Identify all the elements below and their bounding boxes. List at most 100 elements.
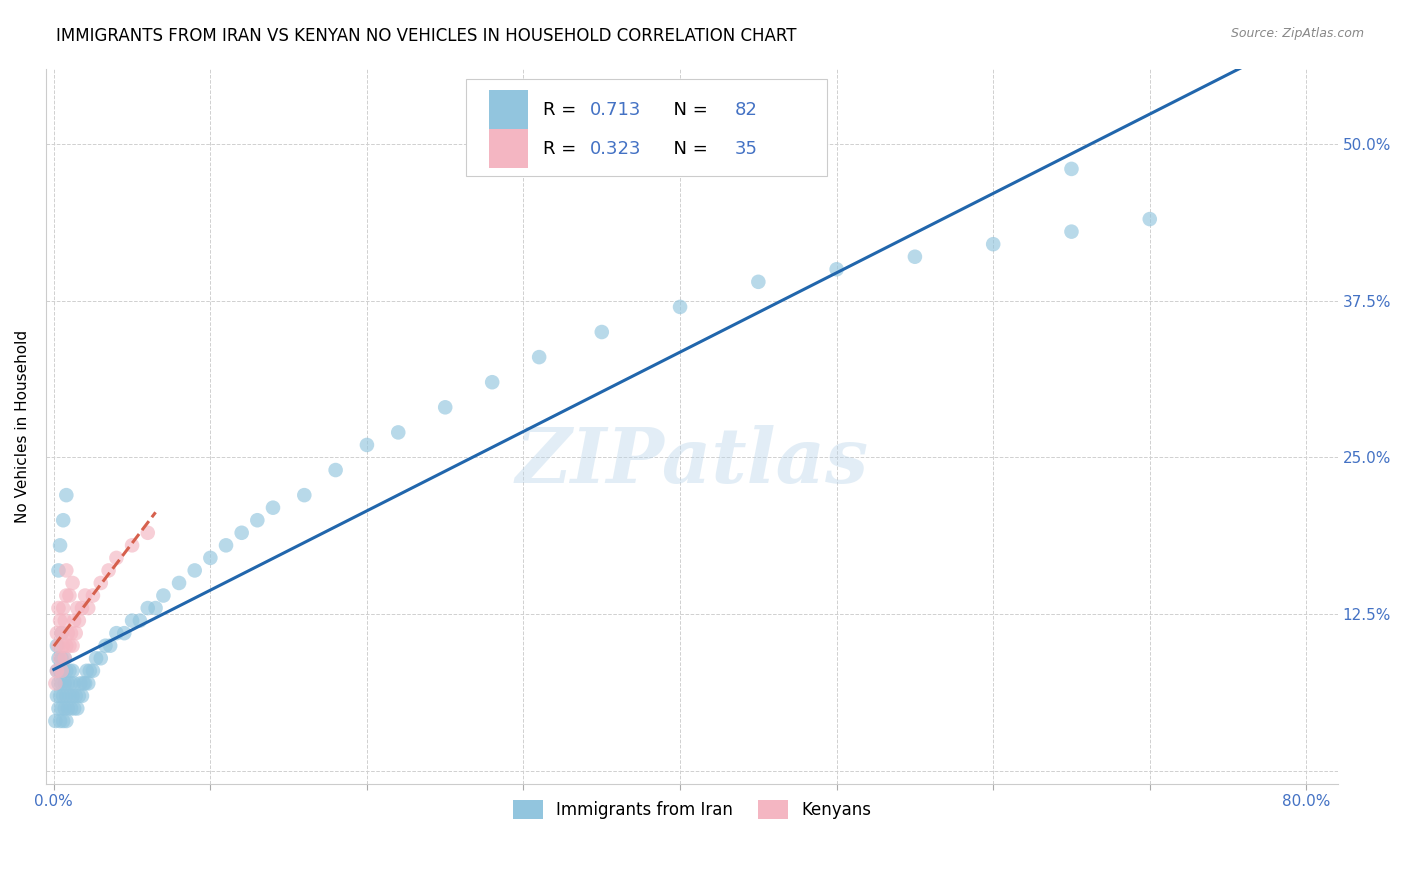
Point — [904, 250, 927, 264]
Legend: Immigrants from Iran, Kenyans: Immigrants from Iran, Kenyans — [506, 793, 877, 825]
Text: 82: 82 — [734, 101, 758, 120]
Point — [63, 701, 86, 715]
Point — [53, 614, 76, 628]
Point — [63, 614, 86, 628]
Point — [56, 676, 79, 690]
Point — [77, 676, 100, 690]
Point — [45, 626, 67, 640]
Point — [77, 601, 100, 615]
Point — [44, 714, 66, 728]
Point — [70, 689, 93, 703]
Point — [51, 664, 73, 678]
Text: N =: N = — [662, 140, 714, 158]
Point — [356, 438, 378, 452]
Text: N =: N = — [662, 101, 714, 120]
Text: ZIPatlas: ZIPatlas — [515, 425, 869, 499]
Point — [98, 639, 121, 653]
Point — [51, 626, 73, 640]
Point — [49, 651, 72, 665]
Point — [1060, 161, 1083, 176]
Point — [747, 275, 769, 289]
Point — [52, 601, 75, 615]
Point — [52, 639, 75, 653]
Point — [45, 664, 67, 678]
Point — [84, 651, 107, 665]
Point — [58, 664, 80, 678]
Point — [75, 589, 97, 603]
Point — [65, 689, 87, 703]
Point — [45, 689, 67, 703]
Point — [183, 563, 205, 577]
Point — [481, 375, 503, 389]
Point — [44, 676, 66, 690]
Point — [69, 676, 91, 690]
Point — [60, 626, 83, 640]
Point — [387, 425, 409, 440]
Point — [82, 589, 104, 603]
Point — [82, 664, 104, 678]
Point — [51, 651, 73, 665]
Point — [262, 500, 284, 515]
Point — [45, 664, 67, 678]
Point — [1139, 212, 1161, 227]
Point — [292, 488, 315, 502]
Point — [63, 676, 86, 690]
Point — [66, 701, 89, 715]
Point — [53, 651, 76, 665]
Point — [105, 550, 128, 565]
Point — [67, 689, 90, 703]
Point — [105, 626, 128, 640]
Text: Source: ZipAtlas.com: Source: ZipAtlas.com — [1230, 27, 1364, 40]
Point — [90, 651, 112, 665]
Point — [62, 664, 84, 678]
Point — [527, 350, 550, 364]
Point — [167, 576, 190, 591]
Point — [55, 563, 77, 577]
Text: R =: R = — [543, 140, 582, 158]
Point — [48, 563, 70, 577]
Point — [49, 689, 72, 703]
Point — [51, 701, 73, 715]
Point — [48, 601, 70, 615]
Point — [60, 676, 83, 690]
Point — [49, 538, 72, 552]
Point — [55, 714, 77, 728]
Point — [136, 525, 159, 540]
FancyBboxPatch shape — [465, 79, 827, 176]
Point — [55, 639, 77, 653]
Point — [45, 639, 67, 653]
Point — [58, 639, 80, 653]
Point — [76, 664, 98, 678]
Point — [112, 626, 135, 640]
Point — [62, 689, 84, 703]
Point — [52, 714, 75, 728]
Point — [53, 701, 76, 715]
Point — [1060, 225, 1083, 239]
Point — [48, 676, 70, 690]
Point — [90, 576, 112, 591]
Point — [72, 676, 94, 690]
Point — [246, 513, 269, 527]
Point — [591, 325, 613, 339]
Point — [121, 614, 143, 628]
Point — [434, 401, 457, 415]
FancyBboxPatch shape — [489, 90, 527, 130]
Point — [51, 676, 73, 690]
Point — [66, 601, 89, 615]
Point — [55, 689, 77, 703]
Point — [48, 639, 70, 653]
Point — [325, 463, 347, 477]
Point — [49, 664, 72, 678]
Point — [52, 513, 75, 527]
Point — [62, 576, 84, 591]
Text: R =: R = — [543, 101, 582, 120]
Point — [53, 676, 76, 690]
Point — [55, 589, 77, 603]
Point — [129, 614, 152, 628]
Point — [60, 701, 83, 715]
Point — [52, 689, 75, 703]
Text: IMMIGRANTS FROM IRAN VS KENYAN NO VEHICLES IN HOUSEHOLD CORRELATION CHART: IMMIGRANTS FROM IRAN VS KENYAN NO VEHICL… — [56, 27, 797, 45]
Point — [97, 563, 120, 577]
Point — [49, 614, 72, 628]
Point — [669, 300, 692, 314]
